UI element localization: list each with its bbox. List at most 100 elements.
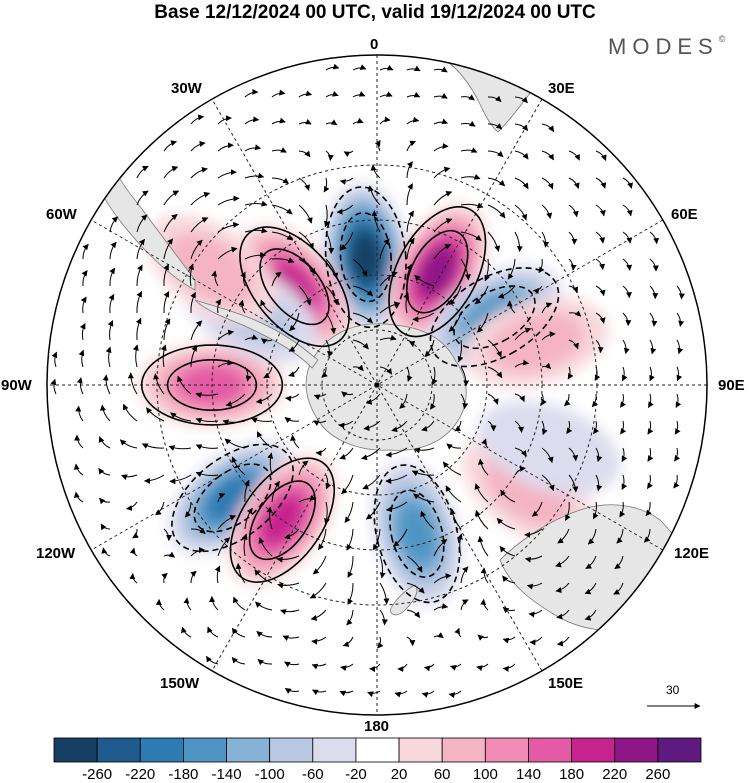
wind-arrow xyxy=(217,493,226,503)
wind-arrow xyxy=(121,474,138,481)
wind-arrow xyxy=(109,241,117,260)
wind-arrow xyxy=(313,393,327,401)
wind-arrow xyxy=(446,443,462,450)
wind-arrow xyxy=(310,609,327,621)
wind-arrow xyxy=(487,177,506,187)
wind-arrow xyxy=(311,636,327,645)
wind-arrow xyxy=(379,582,390,605)
wind-arrow xyxy=(568,447,579,462)
wind-arrow xyxy=(141,443,165,449)
wind-arrow xyxy=(284,661,300,668)
wind-arrow xyxy=(135,317,142,341)
wind-arrow xyxy=(325,285,339,306)
lon-label-90w: 90W xyxy=(1,377,32,394)
wind-arrow xyxy=(215,298,222,314)
wind-arrow xyxy=(271,89,286,98)
wind-arrow xyxy=(622,204,633,217)
wind-arrow xyxy=(346,609,354,626)
wind-arrow xyxy=(529,636,543,646)
wind-arrow xyxy=(487,339,502,358)
wind-arrow xyxy=(244,144,262,152)
wind-arrow xyxy=(621,447,628,463)
wind-arrow xyxy=(352,285,374,297)
wind-arrow xyxy=(502,663,516,672)
wind-arrow xyxy=(50,378,57,395)
wind-arrow xyxy=(73,463,84,476)
anomaly-contour xyxy=(339,212,393,303)
wind-arrow xyxy=(646,474,653,490)
wind-arrow xyxy=(397,663,408,673)
colorbar-swatch xyxy=(528,737,573,763)
wind-arrow xyxy=(568,177,580,189)
wind-arrow xyxy=(288,339,300,352)
wind-arrow xyxy=(324,204,330,228)
wind-arrow xyxy=(460,393,469,410)
wind-arrow xyxy=(119,439,138,449)
wind-arrow xyxy=(649,339,657,355)
wind-arrow xyxy=(195,471,219,478)
wind-arrow xyxy=(514,393,525,403)
lon-label-150w: 150W xyxy=(160,675,200,692)
wind-arrow xyxy=(143,474,165,484)
wind-arrow xyxy=(477,535,489,557)
wind-arrow xyxy=(502,607,516,614)
colorbar-swatch xyxy=(355,737,400,763)
wind-arrow xyxy=(480,598,489,611)
lon-label-180: 180 xyxy=(364,718,390,735)
wind-arrow xyxy=(340,663,354,672)
wind-arrow xyxy=(266,506,273,530)
wind-arrow xyxy=(413,493,435,503)
wind-arrow xyxy=(298,150,311,158)
wind-arrow xyxy=(129,573,138,584)
colorbar-tick-label: -100 xyxy=(254,766,285,783)
wind-arrow xyxy=(136,290,143,314)
colorbar-tick-label: 220 xyxy=(602,766,628,783)
wind-arrow xyxy=(340,231,354,251)
anomaly-contours xyxy=(140,186,560,604)
wind-arrow xyxy=(342,636,354,647)
wind-arrow xyxy=(566,420,573,435)
wind-arrow xyxy=(225,393,246,407)
wind-arrow xyxy=(595,339,604,354)
anomaly-shade-level xyxy=(488,312,585,373)
wind-arrow xyxy=(190,345,198,368)
wind-arrow xyxy=(338,420,354,429)
wind-arrow xyxy=(339,177,354,185)
wind-arrow xyxy=(622,231,633,244)
wind-arrow xyxy=(195,444,219,450)
wind-arrow xyxy=(190,114,205,125)
wind-arrow xyxy=(217,115,232,125)
wind-arrow xyxy=(675,393,682,408)
wind-arrow xyxy=(460,566,469,584)
wind-arrow xyxy=(263,366,273,379)
wind-arrow xyxy=(125,501,138,512)
wind-arrow xyxy=(289,434,300,449)
wind-arrow xyxy=(183,597,192,611)
wind-arrow xyxy=(379,555,386,579)
brand-text: MODES xyxy=(608,34,719,59)
wind-arrow xyxy=(649,231,660,245)
wind-arrow xyxy=(271,231,293,241)
wind-arrow xyxy=(595,204,606,217)
colorbar-swatch xyxy=(398,737,443,763)
wind-arrow xyxy=(541,177,554,190)
wind-arrow xyxy=(163,318,171,341)
wind-arrow xyxy=(367,185,381,206)
wind-arrow xyxy=(531,501,543,517)
anomaly-contour xyxy=(405,229,469,314)
wind-arrow xyxy=(406,210,415,233)
wind-arrow xyxy=(190,140,206,152)
anomaly-blob xyxy=(478,400,621,495)
wind-arrow xyxy=(506,300,516,314)
wind-arrow xyxy=(190,320,203,341)
wind-arrow xyxy=(592,501,599,520)
colorbar-tick-label: 60 xyxy=(433,766,451,783)
wind-arrow xyxy=(450,663,462,671)
wind-arrow xyxy=(362,474,381,490)
wind-arrow xyxy=(433,218,453,233)
wind-arrow xyxy=(352,312,374,324)
wind-arrow xyxy=(480,567,489,584)
wind-arrow xyxy=(163,291,170,314)
wind-arrow xyxy=(341,391,354,398)
